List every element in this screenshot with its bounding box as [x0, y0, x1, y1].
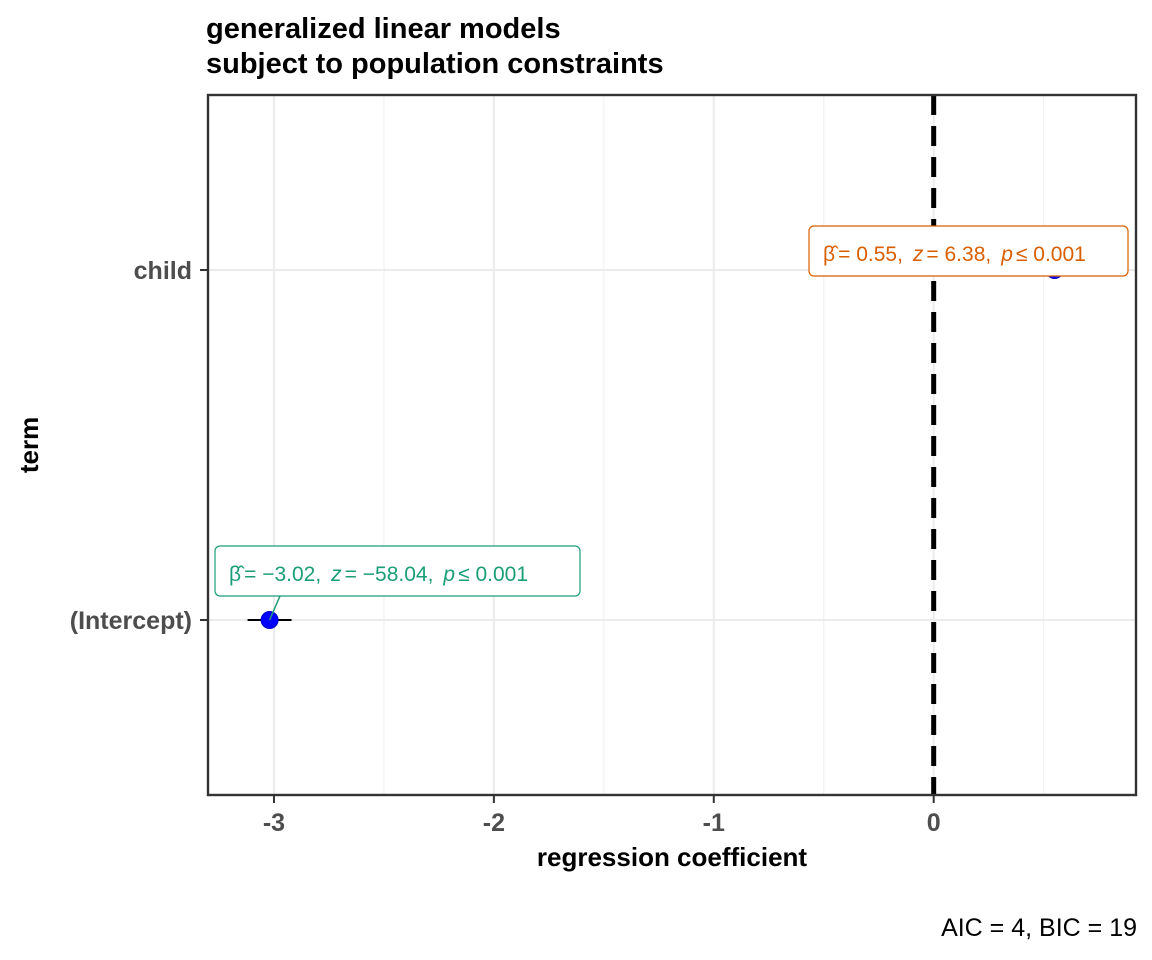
- z-value: = 6.38,: [926, 243, 991, 266]
- label-connector: [268, 595, 281, 621]
- chart-title-line-1: generalized linear models: [206, 13, 561, 45]
- y-axis: (Intercept) child: [70, 257, 208, 635]
- z-label: z: [912, 243, 924, 266]
- p-label: p: [1000, 243, 1013, 266]
- y-tick-label: (Intercept): [70, 607, 192, 635]
- coefficient-label: β̂ = 0.55, z = 6.38, p ≤ 0.001: [808, 225, 1129, 277]
- coefficient-label-text: β̂ = 0.55, z = 6.38, p ≤ 0.001: [823, 243, 1086, 266]
- beta-value: = −3.02,: [244, 563, 321, 586]
- z-label: z: [330, 563, 342, 586]
- x-tick-label: -1: [703, 809, 725, 837]
- x-tick-label: 0: [927, 809, 941, 837]
- panel-border: [206, 93, 1138, 797]
- label-box: [214, 545, 581, 597]
- z-value: = −58.04,: [345, 563, 434, 586]
- coefficient-label-text: β̂ = −3.02, z = −58.04, p ≤ 0.001: [229, 563, 528, 586]
- p-value: ≤ 0.001: [1016, 243, 1086, 266]
- beta-value: = 0.55,: [838, 243, 903, 266]
- beta-hat-symbol: β̂: [229, 563, 245, 586]
- chart-title-line-2: subject to population constraints: [206, 48, 664, 80]
- x-axis: -3 -2 -1 0: [263, 795, 941, 837]
- p-value: ≤ 0.001: [458, 563, 528, 586]
- p-label: p: [442, 563, 455, 586]
- y-tick-label: child: [134, 257, 192, 285]
- x-tick-label: -3: [263, 809, 285, 837]
- label-box: [808, 225, 1129, 277]
- x-tick-label: -2: [483, 809, 505, 837]
- beta-hat-symbol: β̂: [823, 243, 839, 266]
- y-axis-title: term: [14, 417, 44, 473]
- x-axis-title: regression coefficient: [537, 842, 808, 872]
- model-fit-caption: AIC = 4, BIC = 19: [941, 914, 1137, 942]
- coefficient-label: β̂ = −3.02, z = −58.04, p ≤ 0.001: [214, 545, 581, 621]
